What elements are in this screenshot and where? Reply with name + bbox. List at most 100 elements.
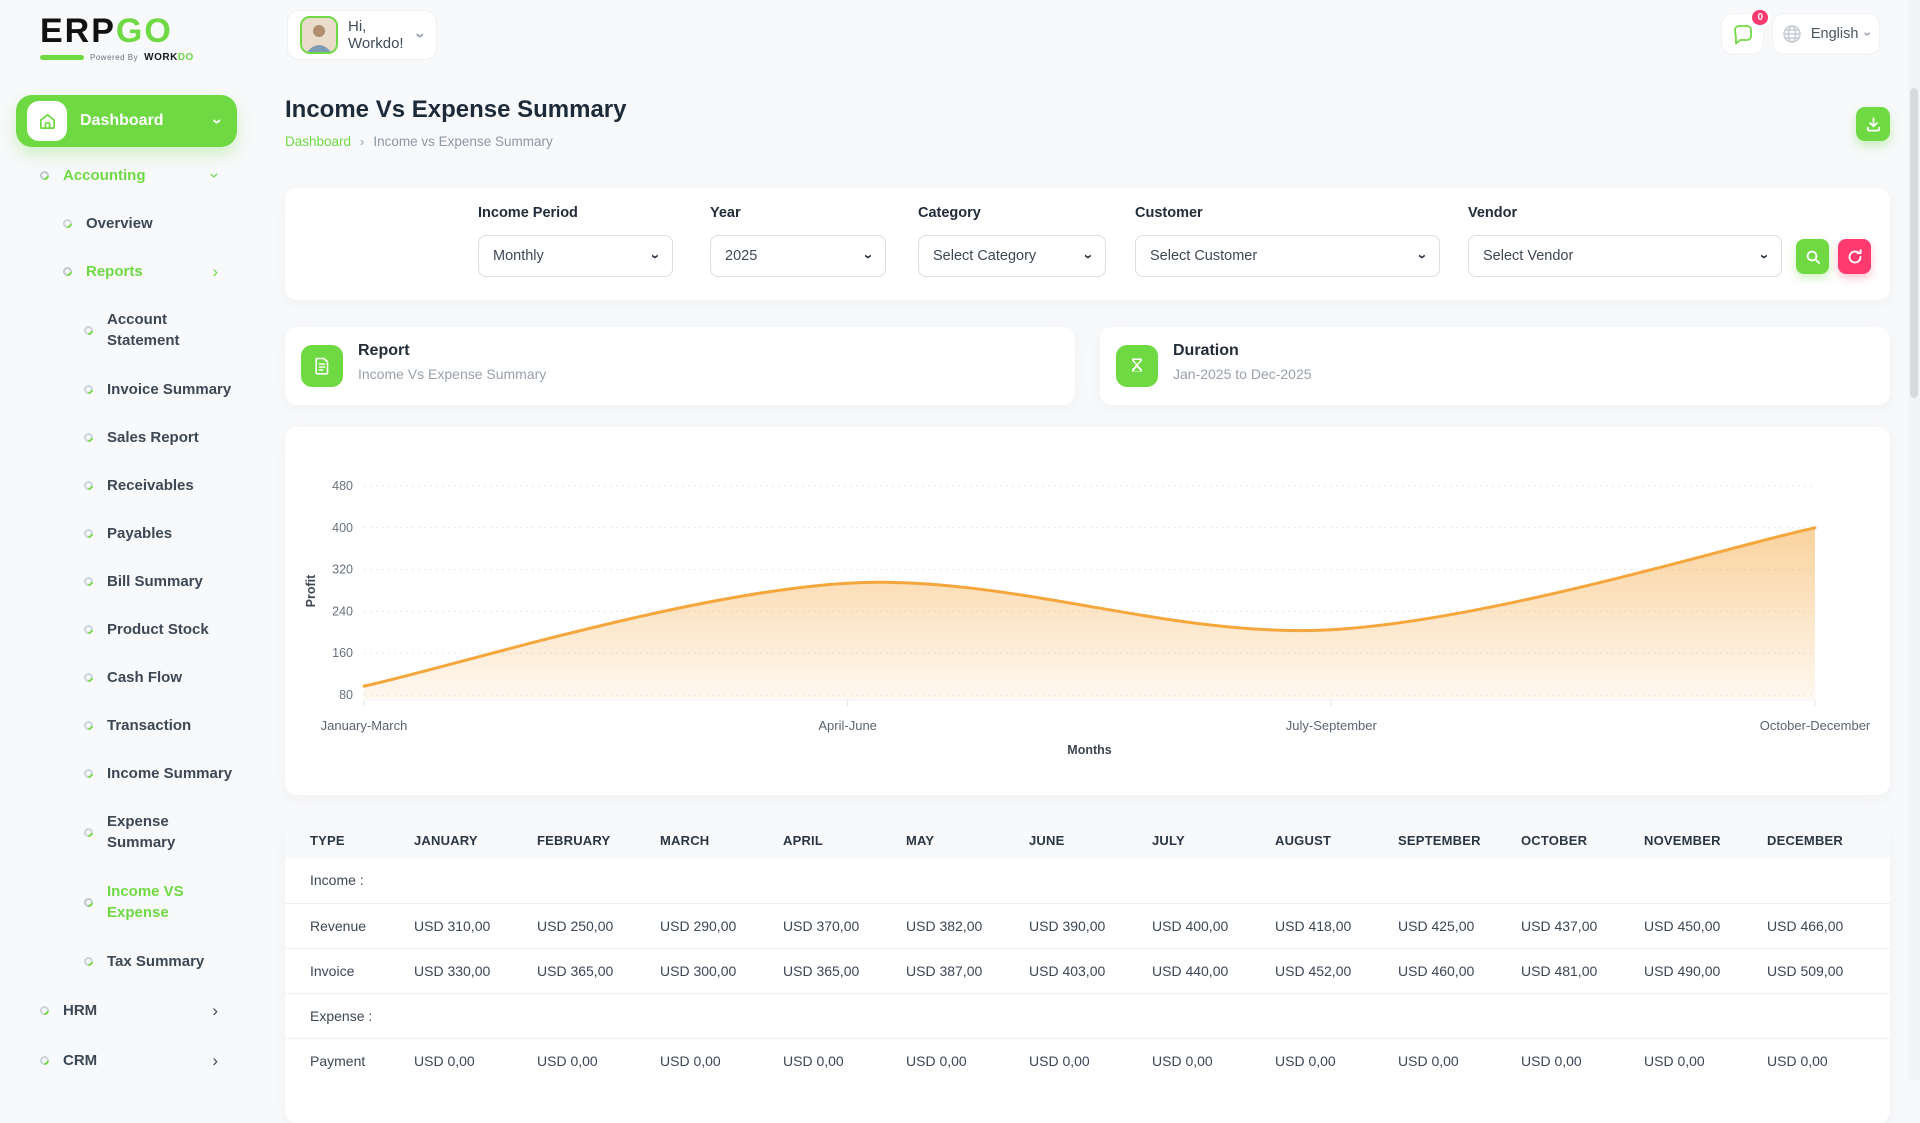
customer-select[interactable]: Select Customer › (1135, 235, 1440, 277)
empty-cell (783, 992, 906, 1038)
column-header: JUNE (1029, 823, 1152, 858)
empty-cell (906, 992, 1029, 1038)
year-label: Year (710, 205, 741, 221)
sidebar-item-invoice-summary[interactable]: Invoice Summary (0, 365, 262, 413)
duration-card-subtitle: Jan-2025 to Dec-2025 (1173, 366, 1312, 382)
value-cell: USD 509,00 (1767, 947, 1890, 993)
sidebar-item-label: Dashboard (80, 112, 164, 129)
value-cell: USD 0,00 (1644, 1037, 1767, 1083)
language-label: English (1810, 26, 1859, 42)
value-cell: USD 481,00 (1521, 947, 1644, 993)
sidebar-item-reports[interactable]: Reports › (0, 247, 262, 295)
column-header: AUGUST (1275, 823, 1398, 858)
apply-filter-button[interactable] (1796, 239, 1829, 274)
value-cell: USD 370,00 (783, 902, 906, 948)
bullet-icon (82, 954, 95, 968)
chevron-right-icon: › (212, 1000, 218, 1020)
customer-label: Customer (1135, 205, 1203, 221)
vendor-select[interactable]: Select Vendor › (1468, 235, 1782, 277)
empty-cell (537, 858, 660, 903)
empty-cell (1152, 992, 1275, 1038)
income-period-select[interactable]: Monthly › (478, 235, 673, 277)
download-button[interactable] (1856, 107, 1890, 141)
report-document-icon (301, 345, 343, 387)
column-header: APRIL (783, 823, 906, 858)
category-label: Category (918, 205, 981, 221)
breadcrumb-dashboard-link[interactable]: Dashboard (285, 134, 352, 149)
column-header: MAY (906, 823, 1029, 858)
sidebar-item-bill-summary[interactable]: Bill Summary (0, 557, 262, 605)
sidebar-item-cash-flow[interactable]: Cash Flow (0, 653, 262, 701)
chevron-down-icon: › (860, 253, 877, 259)
erpgo-logo[interactable]: ERPGO Powered By WORKDO (40, 12, 194, 63)
sidebar-item-income-summary[interactable]: Income Summary (0, 749, 262, 797)
sidebar-item-accounting[interactable]: Accounting › (0, 151, 262, 199)
table-row: Payment USD 0,00 USD 0,00 USD 0,00 USD 0,00 U… (285, 1037, 1890, 1083)
value-cell: USD 0,00 (783, 1037, 906, 1083)
value-cell: USD 460,00 (1398, 947, 1521, 993)
sidebar-item-dashboard[interactable]: Dashboard › (16, 95, 237, 147)
empty-cell (1398, 858, 1521, 903)
bullet-icon (82, 895, 95, 909)
column-header: FEBRUARY (537, 823, 660, 858)
bullet-icon (82, 478, 95, 492)
sidebar-item-sales-report[interactable]: Sales Report (0, 413, 262, 461)
sidebar-item-payables[interactable]: Payables (0, 509, 262, 557)
sidebar-item-overview[interactable]: Overview (0, 199, 262, 247)
sidebar-item-account-statement[interactable]: Account Statement (0, 295, 262, 365)
home-icon (27, 101, 67, 141)
chevron-right-icon: › (212, 261, 218, 281)
value-cell: USD 250,00 (537, 902, 660, 948)
workdo-brand: WORKDO (144, 52, 194, 63)
category-select[interactable]: Select Category › (918, 235, 1106, 277)
scrollbar-thumb[interactable] (1910, 88, 1918, 398)
svg-text:480: 480 (332, 479, 353, 493)
value-cell: USD 390,00 (1029, 902, 1152, 948)
column-header: TYPE (285, 823, 414, 858)
sidebar-item-crm[interactable]: CRM › (0, 1035, 262, 1085)
logo-text: ERPGO (40, 12, 194, 51)
svg-text:400: 400 (332, 521, 353, 535)
sidebar-item-product-stock[interactable]: Product Stock (0, 605, 262, 653)
value-cell: USD 365,00 (783, 947, 906, 993)
chevron-right-icon: › (212, 1050, 218, 1070)
chevron-down-icon: › (411, 32, 431, 38)
value-cell: USD 0,00 (1275, 1037, 1398, 1083)
sidebar-item-receivables[interactable]: Receivables (0, 461, 262, 509)
powered-by-label: Powered By (90, 53, 139, 62)
sidebar-item-hrm[interactable]: HRM › (0, 985, 262, 1035)
empty-cell (660, 858, 783, 903)
sidebar-item-tax-summary[interactable]: Tax Summary (0, 937, 262, 985)
notifications-button[interactable]: 0 (1721, 8, 1770, 55)
logo-go: GO (115, 12, 173, 50)
bullet-icon (82, 526, 95, 540)
table-section-row: Income : (285, 858, 1890, 903)
sidebar-item-expense-summary[interactable]: Expense Summary (0, 797, 262, 867)
value-cell: USD 0,00 (414, 1037, 537, 1083)
year-select[interactable]: 2025 › (710, 235, 886, 277)
value-cell: USD 0,00 (1152, 1037, 1275, 1083)
value-cell: USD 0,00 (1029, 1037, 1152, 1083)
empty-cell (660, 992, 783, 1038)
svg-text:160: 160 (332, 646, 353, 660)
chevron-down-icon: › (1860, 31, 1877, 37)
row-type-cell: Payment (285, 1037, 414, 1083)
empty-cell (1029, 858, 1152, 903)
vendor-label: Vendor (1468, 205, 1518, 221)
user-menu-button[interactable]: Hi, Workdo! › (287, 10, 437, 60)
profit-area-chart: 480 400 320 240 160 80 January-March April-June… (285, 427, 1890, 795)
sidebar-item-transaction[interactable]: Transaction (0, 701, 262, 749)
reset-filter-button[interactable] (1838, 239, 1871, 274)
page-scrollbar[interactable] (1908, 0, 1920, 1080)
avatar (300, 16, 338, 54)
empty-cell (1644, 992, 1767, 1038)
sidebar-item-income-vs-expense[interactable]: Income VS Expense (0, 867, 262, 937)
chat-icon (1733, 25, 1752, 45)
svg-text:January-March: January-March (321, 718, 408, 733)
value-cell: USD 0,00 (660, 1037, 783, 1083)
language-selector[interactable]: English › (1772, 13, 1880, 55)
breadcrumb-current: Income vs Expense Summary (373, 134, 553, 149)
income-expense-table: TYPE JANUARY FEBRUARY MARCH APRIL MAY JUNE JULY… (285, 823, 1890, 1123)
empty-cell (1767, 858, 1890, 903)
bullet-icon (82, 430, 95, 444)
